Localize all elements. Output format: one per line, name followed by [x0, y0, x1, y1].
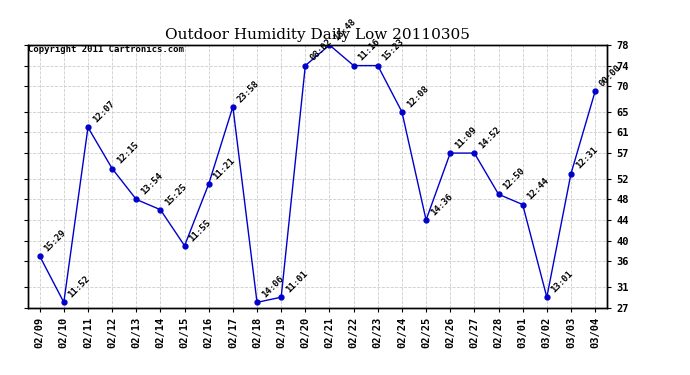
- Text: 12:07: 12:07: [91, 99, 116, 124]
- Text: 11:21: 11:21: [212, 156, 237, 181]
- Text: Copyright 2011 Cartronics.com: Copyright 2011 Cartronics.com: [28, 45, 184, 54]
- Text: 13:01: 13:01: [550, 269, 575, 294]
- Text: 12:15: 12:15: [115, 140, 140, 166]
- Title: Outdoor Humidity Daily Low 20110305: Outdoor Humidity Daily Low 20110305: [165, 28, 470, 42]
- Text: 00:00: 00:00: [598, 63, 623, 88]
- Text: 12:44: 12:44: [526, 176, 551, 202]
- Text: 11:16: 11:16: [357, 38, 382, 63]
- Text: 12:31: 12:31: [574, 146, 599, 171]
- Text: 14:36: 14:36: [429, 192, 454, 217]
- Text: 11:55: 11:55: [188, 217, 213, 243]
- Text: 13:54: 13:54: [139, 171, 164, 196]
- Text: 12:08: 12:08: [405, 84, 430, 109]
- Text: 23:58: 23:58: [236, 79, 261, 104]
- Text: 15:25: 15:25: [164, 182, 188, 207]
- Text: 18:48: 18:48: [333, 17, 357, 42]
- Text: 11:01: 11:01: [284, 269, 309, 294]
- Text: 11:52: 11:52: [67, 274, 92, 300]
- Text: 11:09: 11:09: [453, 125, 478, 150]
- Text: 15:29: 15:29: [43, 228, 68, 253]
- Text: 15:23: 15:23: [381, 38, 406, 63]
- Text: 12:50: 12:50: [502, 166, 526, 192]
- Text: 14:52: 14:52: [477, 125, 502, 150]
- Text: 08:02: 08:02: [308, 38, 333, 63]
- Text: 14:06: 14:06: [260, 274, 285, 300]
